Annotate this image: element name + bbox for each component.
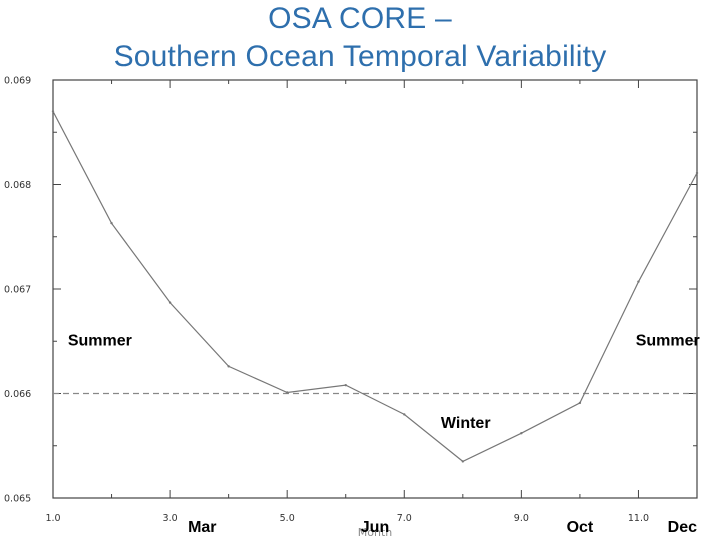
y-tick-label: 0.065 bbox=[4, 494, 31, 505]
data-point bbox=[520, 432, 523, 435]
month-label: Dec bbox=[668, 519, 697, 536]
x-tick-label: 1.0 bbox=[45, 513, 60, 524]
title-line-1: OSA CORE – bbox=[268, 2, 452, 35]
y-tick-label: 0.067 bbox=[4, 285, 31, 296]
annotation-label: Summer bbox=[636, 332, 700, 349]
data-point bbox=[110, 221, 113, 225]
data-point bbox=[403, 413, 406, 416]
data-point bbox=[578, 401, 582, 405]
y-tick-label: 0.068 bbox=[4, 180, 31, 191]
month-label: Oct bbox=[567, 519, 594, 536]
plot-frame bbox=[52, 79, 698, 499]
data-point bbox=[168, 301, 172, 304]
data-point bbox=[695, 171, 699, 175]
x-tick-label: 7.0 bbox=[397, 513, 412, 524]
x-tick-label: 5.0 bbox=[280, 513, 295, 524]
data-point bbox=[227, 365, 230, 368]
y-tick-label: 0.066 bbox=[4, 389, 31, 400]
x-tick-label: 9.0 bbox=[514, 513, 529, 524]
series-line bbox=[52, 111, 698, 463]
x-axis-label: Month bbox=[358, 526, 393, 539]
data-point bbox=[637, 280, 640, 283]
x-tick-label: 11.0 bbox=[628, 513, 649, 524]
data-point bbox=[344, 383, 347, 387]
month-label: Mar bbox=[188, 519, 216, 536]
annotation-label: Summer bbox=[68, 332, 132, 349]
data-point bbox=[51, 110, 55, 113]
x-tick-label: 3.0 bbox=[163, 513, 178, 524]
y-tick-label: 0.069 bbox=[4, 76, 31, 87]
title-line-2: Southern Ocean Temporal Variability bbox=[113, 40, 607, 73]
data-point bbox=[461, 460, 465, 463]
data-point bbox=[285, 391, 289, 394]
annotation-label: Winter bbox=[441, 415, 491, 432]
page-title: OSA CORE – Southern Ocean Temporal Varia… bbox=[0, 0, 720, 76]
month-label: Jun bbox=[361, 519, 389, 536]
